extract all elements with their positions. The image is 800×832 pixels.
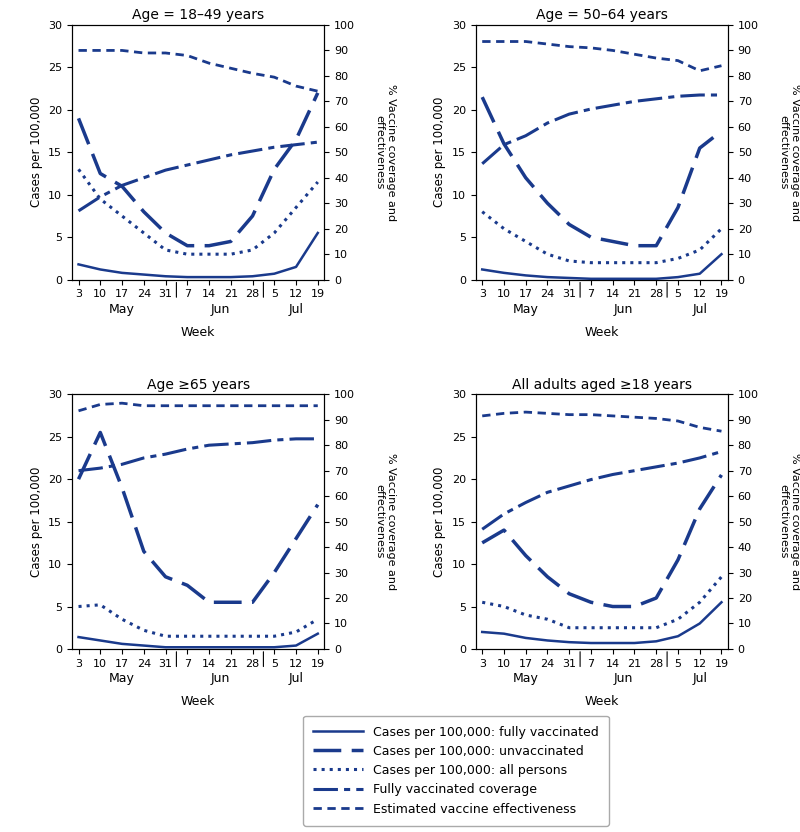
Y-axis label: Cases per 100,000: Cases per 100,000 (434, 97, 446, 207)
Y-axis label: Cases per 100,000: Cases per 100,000 (30, 97, 42, 207)
Legend: Cases per 100,000: fully vaccinated, Cases per 100,000: unvaccinated, Cases per : Cases per 100,000: fully vaccinated, Cas… (303, 716, 609, 825)
Text: Week: Week (585, 325, 619, 339)
Text: Jun: Jun (210, 672, 230, 685)
Text: Jun: Jun (614, 672, 634, 685)
Y-axis label: Cases per 100,000: Cases per 100,000 (30, 467, 42, 577)
Text: May: May (109, 303, 135, 316)
Text: May: May (513, 672, 538, 685)
Text: Jun: Jun (210, 303, 230, 316)
Text: Week: Week (585, 695, 619, 708)
Text: Jul: Jul (692, 672, 707, 685)
Text: May: May (109, 672, 135, 685)
Text: Week: Week (181, 695, 215, 708)
Text: Jun: Jun (614, 303, 634, 316)
Text: Jul: Jul (289, 672, 303, 685)
Y-axis label: % Vaccine coverage and
effectiveness: % Vaccine coverage and effectiveness (778, 453, 800, 590)
Y-axis label: Cases per 100,000: Cases per 100,000 (434, 467, 446, 577)
Text: May: May (513, 303, 538, 316)
Title: All adults aged ≥18 years: All adults aged ≥18 years (512, 378, 692, 392)
Y-axis label: % Vaccine coverage and
effectiveness: % Vaccine coverage and effectiveness (778, 84, 800, 220)
Y-axis label: % Vaccine coverage and
effectiveness: % Vaccine coverage and effectiveness (374, 84, 396, 220)
Title: Age ≥65 years: Age ≥65 years (146, 378, 250, 392)
Y-axis label: % Vaccine coverage and
effectiveness: % Vaccine coverage and effectiveness (374, 453, 396, 590)
Text: Week: Week (181, 325, 215, 339)
Text: Jul: Jul (289, 303, 303, 316)
Text: Jul: Jul (692, 303, 707, 316)
Title: Age = 50–64 years: Age = 50–64 years (536, 8, 668, 22)
Title: Age = 18–49 years: Age = 18–49 years (132, 8, 264, 22)
